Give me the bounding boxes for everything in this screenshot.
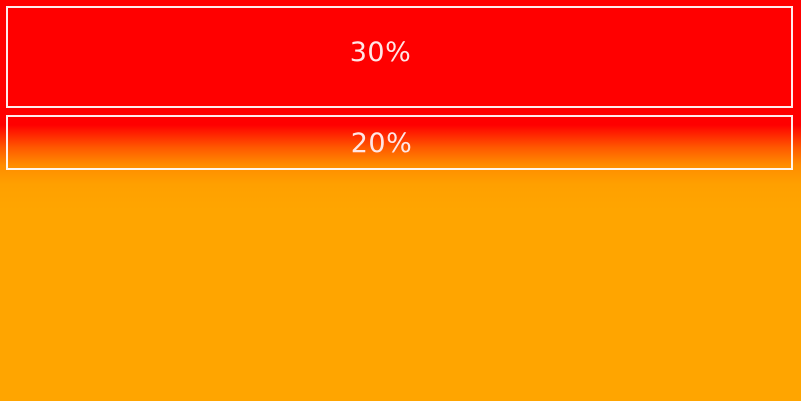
- segment-box-20: 20%: [6, 115, 793, 170]
- segment-label-30: 30%: [349, 36, 412, 68]
- segment-box-30: 30%: [6, 6, 793, 108]
- segment-label-20: 20%: [350, 127, 413, 159]
